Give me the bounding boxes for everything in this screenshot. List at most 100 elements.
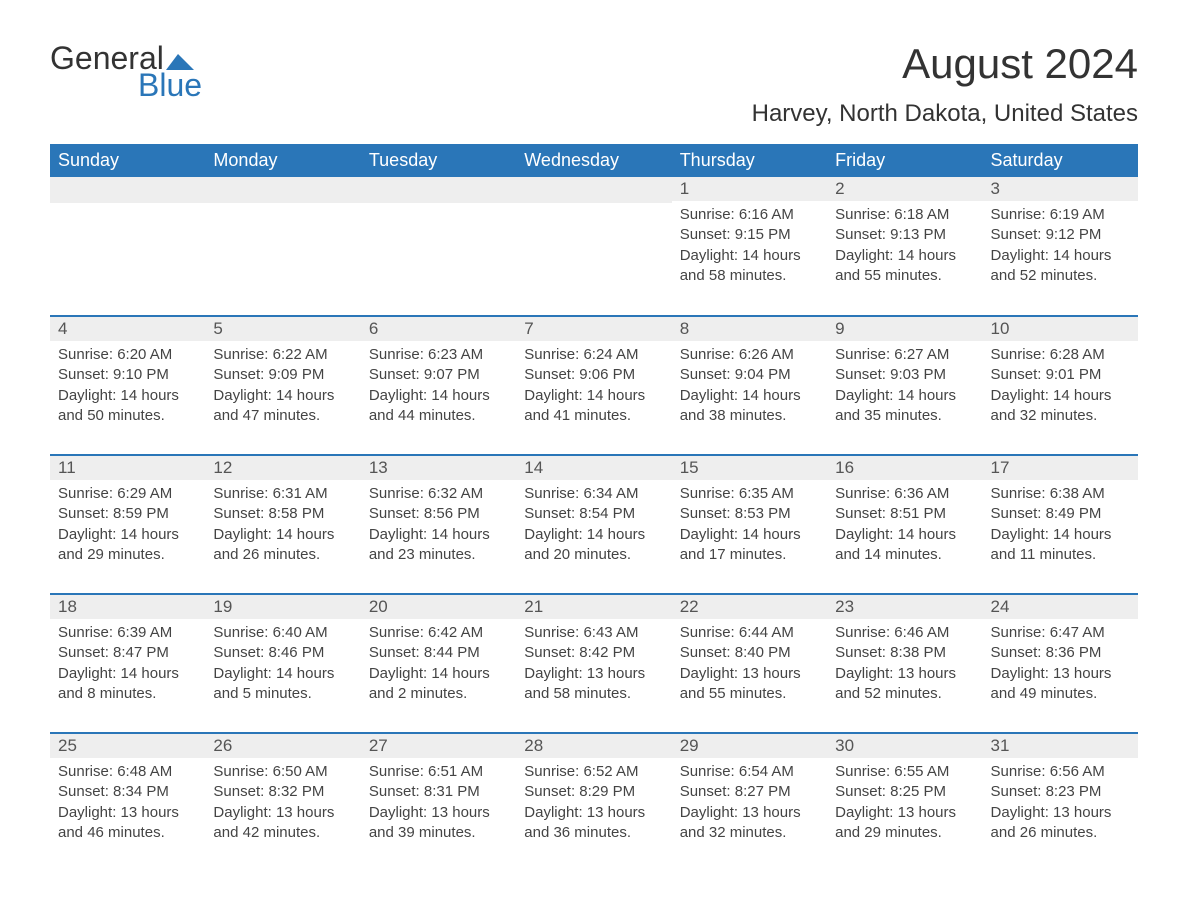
sunset-line: Sunset: 8:27 PM <box>680 782 819 802</box>
daylight-line: Daylight: 13 hours and 49 minutes. <box>991 664 1130 705</box>
calendar-day-cell: 7Sunrise: 6:24 AMSunset: 9:06 PMDaylight… <box>516 316 671 455</box>
sunset-line: Sunset: 9:04 PM <box>680 365 819 385</box>
calendar-week-row: 25Sunrise: 6:48 AMSunset: 8:34 PMDayligh… <box>50 733 1138 871</box>
day-content: Sunrise: 6:51 AMSunset: 8:31 PMDaylight:… <box>361 758 516 871</box>
sunset-line: Sunset: 8:29 PM <box>524 782 663 802</box>
sunset-line: Sunset: 9:13 PM <box>835 225 974 245</box>
calendar-day-cell: 31Sunrise: 6:56 AMSunset: 8:23 PMDayligh… <box>983 733 1138 871</box>
day-content <box>50 203 205 315</box>
day-content: Sunrise: 6:56 AMSunset: 8:23 PMDaylight:… <box>983 758 1138 871</box>
sunset-line: Sunset: 8:54 PM <box>524 504 663 524</box>
calendar-day-cell: 21Sunrise: 6:43 AMSunset: 8:42 PMDayligh… <box>516 594 671 733</box>
calendar-day-cell: 22Sunrise: 6:44 AMSunset: 8:40 PMDayligh… <box>672 594 827 733</box>
day-number: 31 <box>983 734 1138 758</box>
day-number: 3 <box>983 177 1138 201</box>
day-number: 5 <box>205 317 360 341</box>
day-number: 16 <box>827 456 982 480</box>
sunrise-line: Sunrise: 6:48 AM <box>58 762 197 782</box>
calendar-day-cell: 24Sunrise: 6:47 AMSunset: 8:36 PMDayligh… <box>983 594 1138 733</box>
daylight-line: Daylight: 14 hours and 20 minutes. <box>524 525 663 566</box>
brand-word2: Blue <box>138 67 202 104</box>
day-number: 25 <box>50 734 205 758</box>
sunset-line: Sunset: 8:32 PM <box>213 782 352 802</box>
weekday-header: Monday <box>205 144 360 177</box>
calendar-day-cell: 25Sunrise: 6:48 AMSunset: 8:34 PMDayligh… <box>50 733 205 871</box>
daylight-line: Daylight: 13 hours and 29 minutes. <box>835 803 974 844</box>
sunset-line: Sunset: 8:44 PM <box>369 643 508 663</box>
daylight-line: Daylight: 13 hours and 52 minutes. <box>835 664 974 705</box>
calendar-day-cell: 6Sunrise: 6:23 AMSunset: 9:07 PMDaylight… <box>361 316 516 455</box>
sunset-line: Sunset: 8:49 PM <box>991 504 1130 524</box>
day-content: Sunrise: 6:35 AMSunset: 8:53 PMDaylight:… <box>672 480 827 593</box>
sunset-line: Sunset: 8:34 PM <box>58 782 197 802</box>
sunrise-line: Sunrise: 6:42 AM <box>369 623 508 643</box>
day-content: Sunrise: 6:55 AMSunset: 8:25 PMDaylight:… <box>827 758 982 871</box>
sunrise-line: Sunrise: 6:24 AM <box>524 345 663 365</box>
daylight-line: Daylight: 14 hours and 38 minutes. <box>680 386 819 427</box>
sunset-line: Sunset: 8:31 PM <box>369 782 508 802</box>
sunrise-line: Sunrise: 6:19 AM <box>991 205 1130 225</box>
sunset-line: Sunset: 9:09 PM <box>213 365 352 385</box>
sunset-line: Sunset: 8:47 PM <box>58 643 197 663</box>
day-content <box>361 203 516 315</box>
sunset-line: Sunset: 8:36 PM <box>991 643 1130 663</box>
calendar-day-cell: 12Sunrise: 6:31 AMSunset: 8:58 PMDayligh… <box>205 455 360 594</box>
daylight-line: Daylight: 14 hours and 29 minutes. <box>58 525 197 566</box>
calendar-week-row: 11Sunrise: 6:29 AMSunset: 8:59 PMDayligh… <box>50 455 1138 594</box>
day-content <box>516 203 671 315</box>
sunrise-line: Sunrise: 6:16 AM <box>680 205 819 225</box>
day-number: 14 <box>516 456 671 480</box>
location-subtitle: Harvey, North Dakota, United States <box>752 100 1138 128</box>
daylight-line: Daylight: 14 hours and 35 minutes. <box>835 386 974 427</box>
day-number: 1 <box>672 177 827 201</box>
sunset-line: Sunset: 8:42 PM <box>524 643 663 663</box>
day-content: Sunrise: 6:48 AMSunset: 8:34 PMDaylight:… <box>50 758 205 871</box>
day-number: 12 <box>205 456 360 480</box>
sunrise-line: Sunrise: 6:23 AM <box>369 345 508 365</box>
calendar-day-cell: 1Sunrise: 6:16 AMSunset: 9:15 PMDaylight… <box>672 177 827 316</box>
day-content: Sunrise: 6:43 AMSunset: 8:42 PMDaylight:… <box>516 619 671 732</box>
weekday-header: Sunday <box>50 144 205 177</box>
calendar-day-cell: 19Sunrise: 6:40 AMSunset: 8:46 PMDayligh… <box>205 594 360 733</box>
weekday-header: Wednesday <box>516 144 671 177</box>
daylight-line: Daylight: 14 hours and 11 minutes. <box>991 525 1130 566</box>
day-number <box>205 177 360 203</box>
calendar-day-cell: 20Sunrise: 6:42 AMSunset: 8:44 PMDayligh… <box>361 594 516 733</box>
daylight-line: Daylight: 14 hours and 8 minutes. <box>58 664 197 705</box>
sunrise-line: Sunrise: 6:39 AM <box>58 623 197 643</box>
day-content: Sunrise: 6:18 AMSunset: 9:13 PMDaylight:… <box>827 201 982 314</box>
sunrise-line: Sunrise: 6:38 AM <box>991 484 1130 504</box>
calendar-day-cell <box>50 177 205 316</box>
day-content: Sunrise: 6:34 AMSunset: 8:54 PMDaylight:… <box>516 480 671 593</box>
sunrise-line: Sunrise: 6:31 AM <box>213 484 352 504</box>
sunset-line: Sunset: 9:10 PM <box>58 365 197 385</box>
daylight-line: Daylight: 14 hours and 50 minutes. <box>58 386 197 427</box>
calendar-day-cell: 30Sunrise: 6:55 AMSunset: 8:25 PMDayligh… <box>827 733 982 871</box>
day-number: 22 <box>672 595 827 619</box>
calendar-day-cell: 8Sunrise: 6:26 AMSunset: 9:04 PMDaylight… <box>672 316 827 455</box>
day-content: Sunrise: 6:44 AMSunset: 8:40 PMDaylight:… <box>672 619 827 732</box>
calendar-day-cell: 4Sunrise: 6:20 AMSunset: 9:10 PMDaylight… <box>50 316 205 455</box>
sunrise-line: Sunrise: 6:46 AM <box>835 623 974 643</box>
day-content <box>205 203 360 315</box>
day-number: 4 <box>50 317 205 341</box>
daylight-line: Daylight: 13 hours and 42 minutes. <box>213 803 352 844</box>
calendar-day-cell: 15Sunrise: 6:35 AMSunset: 8:53 PMDayligh… <box>672 455 827 594</box>
sunrise-line: Sunrise: 6:18 AM <box>835 205 974 225</box>
sunset-line: Sunset: 8:38 PM <box>835 643 974 663</box>
daylight-line: Daylight: 14 hours and 47 minutes. <box>213 386 352 427</box>
daylight-line: Daylight: 14 hours and 14 minutes. <box>835 525 974 566</box>
calendar-day-cell: 29Sunrise: 6:54 AMSunset: 8:27 PMDayligh… <box>672 733 827 871</box>
weekday-header: Thursday <box>672 144 827 177</box>
daylight-line: Daylight: 14 hours and 58 minutes. <box>680 246 819 287</box>
calendar-day-cell: 5Sunrise: 6:22 AMSunset: 9:09 PMDaylight… <box>205 316 360 455</box>
daylight-line: Daylight: 14 hours and 55 minutes. <box>835 246 974 287</box>
header: General Blue August 2024 Harvey, North D… <box>50 40 1138 128</box>
daylight-line: Daylight: 13 hours and 36 minutes. <box>524 803 663 844</box>
day-content: Sunrise: 6:19 AMSunset: 9:12 PMDaylight:… <box>983 201 1138 314</box>
calendar-day-cell: 18Sunrise: 6:39 AMSunset: 8:47 PMDayligh… <box>50 594 205 733</box>
day-content: Sunrise: 6:50 AMSunset: 8:32 PMDaylight:… <box>205 758 360 871</box>
day-number: 6 <box>361 317 516 341</box>
calendar-day-cell: 28Sunrise: 6:52 AMSunset: 8:29 PMDayligh… <box>516 733 671 871</box>
day-number <box>361 177 516 203</box>
